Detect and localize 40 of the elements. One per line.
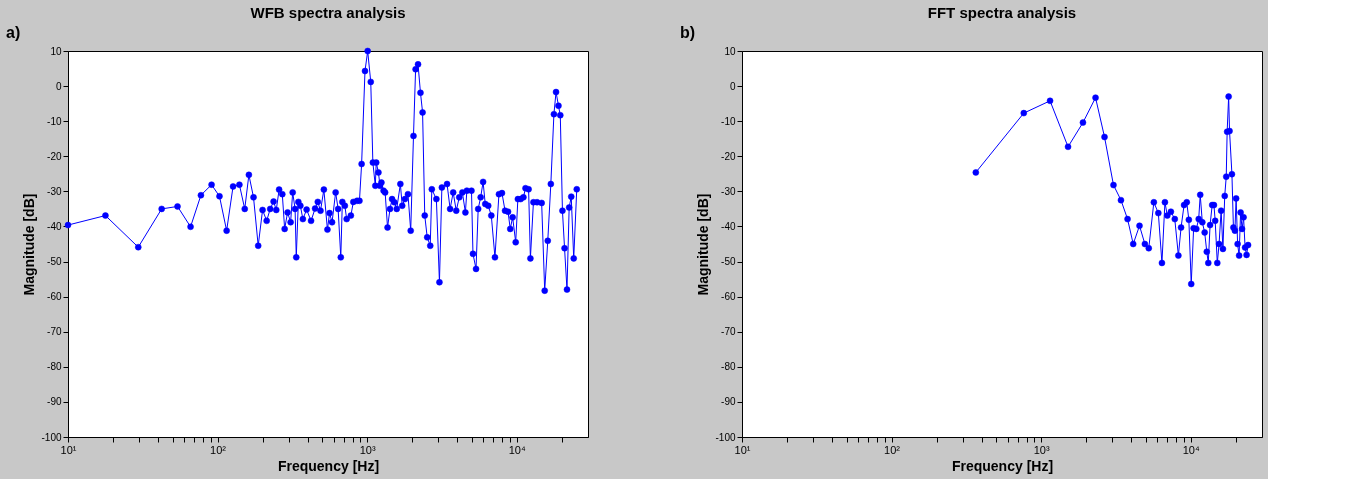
y-axis-title: Magnitude [dB] [695, 193, 712, 296]
y-tick-label: -30 [721, 185, 736, 197]
y-tick-label: 0 [729, 80, 736, 92]
y-tick-label: 0 [55, 80, 62, 92]
x-tick-label: 10² [210, 443, 227, 456]
y-tick-label: -80 [721, 361, 736, 373]
y-tick-label: -90 [47, 396, 62, 408]
x-tick-label: 10⁴ [508, 443, 526, 456]
text: b) [680, 24, 696, 41]
y-tick-label: -70 [721, 326, 736, 338]
y-tick-label: -100 [41, 431, 62, 443]
y-tick-label: -50 [721, 256, 736, 268]
y-tick-label: 10 [50, 45, 62, 57]
y-tick-label: -80 [47, 361, 62, 373]
y-tick-label: -10 [47, 115, 62, 127]
x-tick-label: 10¹ [60, 443, 77, 456]
y-tick-label: -40 [47, 220, 62, 232]
y-tick-label: -40 [721, 220, 736, 232]
y-tick-label: -60 [47, 291, 62, 303]
y-tick-label: -60 [721, 291, 736, 303]
x-tick-label: 10² [884, 443, 901, 456]
y-tick-label: -30 [47, 185, 62, 197]
y-tick-label: -20 [47, 150, 62, 162]
y-tick-label: -10 [721, 115, 736, 127]
x-tick-label: 10⁴ [1182, 443, 1200, 456]
x-axis-title: Frequency [Hz] [951, 457, 1054, 474]
y-tick-label: -100 [715, 431, 736, 443]
text: a) [6, 24, 21, 41]
y-tick-label: 10 [724, 45, 736, 57]
y-axis-title: Magnitude [dB] [21, 193, 38, 296]
x-axis-title: Frequency [Hz] [277, 457, 380, 474]
chart-title: FFT spectra analysis [927, 4, 1077, 21]
x-tick-label: 10³ [1033, 443, 1050, 456]
x-tick-label: 10³ [359, 443, 376, 456]
y-tick-label: -50 [47, 256, 62, 268]
chart-title: WFB spectra analysis [250, 4, 406, 21]
y-tick-label: -20 [721, 150, 736, 162]
y-tick-label: -90 [721, 396, 736, 408]
y-tick-label: -70 [47, 326, 62, 338]
x-tick-label: 10¹ [734, 443, 751, 456]
